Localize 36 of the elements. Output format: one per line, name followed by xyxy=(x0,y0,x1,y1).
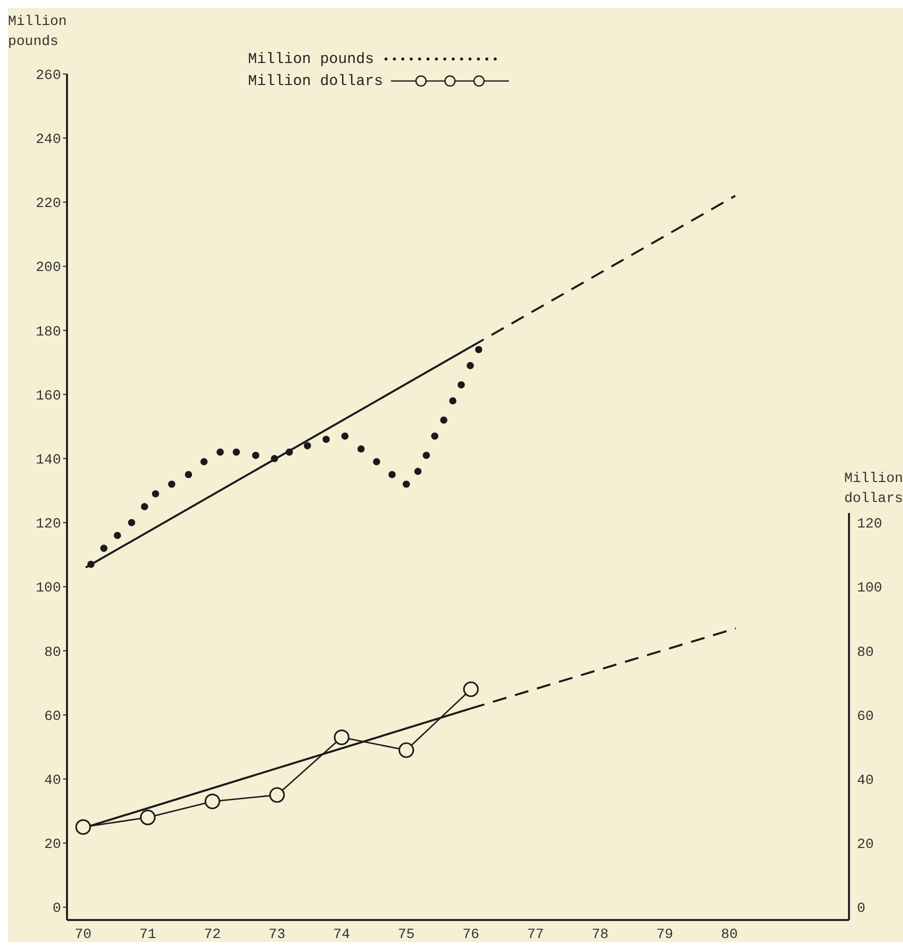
y2-tick-label: 0 xyxy=(856,901,866,918)
y-tick-label: 40 xyxy=(44,772,61,789)
y-tick-label: 100 xyxy=(36,580,61,597)
y-tick-label: 20 xyxy=(44,837,61,854)
y-tick-label: 180 xyxy=(36,324,61,340)
x-tick-label: 80 xyxy=(721,926,738,943)
x-tick-label: 78 xyxy=(592,926,609,943)
y-tick-label: 80 xyxy=(44,644,61,661)
y-tick-label: 200 xyxy=(36,260,61,276)
y2-tick-label: 80 xyxy=(856,644,874,661)
y2-tick-label: 100 xyxy=(856,580,882,597)
x-tick-label: 75 xyxy=(398,926,415,943)
y-tick-label: 60 xyxy=(44,708,61,725)
legend-label: Million dollars xyxy=(248,72,384,90)
legend-label: Million pounds xyxy=(248,50,374,68)
y-tick-label: 220 xyxy=(36,196,61,212)
y2-tick-label: 60 xyxy=(856,708,874,725)
y-tick-label: 260 xyxy=(36,68,61,84)
y-tick-label: 120 xyxy=(36,516,61,533)
x-tick-label: 70 xyxy=(74,926,92,943)
x-tick-label: 72 xyxy=(204,926,221,943)
y2-axis-title: Million dollars xyxy=(843,470,903,510)
y2-tick-label: 40 xyxy=(856,772,874,789)
x-tick-label: 79 xyxy=(656,926,674,943)
x-tick-label: 73 xyxy=(268,926,286,943)
x-tick-label: 77 xyxy=(527,926,544,943)
x-tick-label: 74 xyxy=(333,926,350,943)
y-tick-label: 240 xyxy=(36,132,61,148)
y-tick-label: 140 xyxy=(36,452,61,469)
y2-tick-label: 20 xyxy=(856,837,874,854)
x-tick-label: 76 xyxy=(462,926,480,943)
y-tick-label: 0 xyxy=(52,901,61,918)
y2-tick-label: 120 xyxy=(856,516,882,533)
y-axis-title: Million pounds xyxy=(8,13,68,52)
x-tick-label: 71 xyxy=(139,926,156,943)
y-tick-label: 160 xyxy=(36,388,61,404)
